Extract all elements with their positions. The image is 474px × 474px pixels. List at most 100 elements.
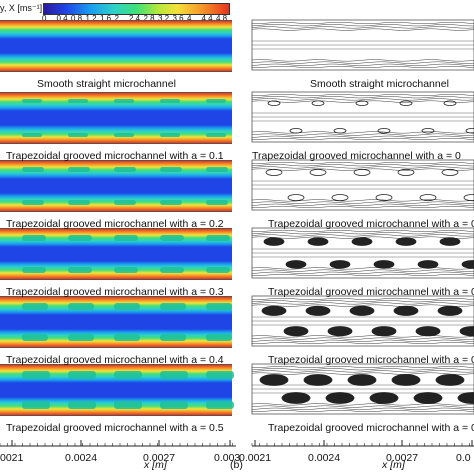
groove-mark xyxy=(22,267,46,273)
vortex-mark xyxy=(371,326,397,337)
vortex-mark xyxy=(351,237,373,246)
colorbar-tick-label: 2 xyxy=(114,14,119,23)
colorbar-tick-label: 4.8 xyxy=(216,14,228,23)
vortex-mark xyxy=(373,260,395,269)
vortex-mark xyxy=(457,392,474,404)
vortex-mark xyxy=(443,100,457,106)
groove-mark xyxy=(206,371,234,379)
vortex-mark xyxy=(435,374,465,386)
groove-mark xyxy=(206,200,228,205)
groove-mark xyxy=(114,133,134,137)
vortex-mark xyxy=(377,128,391,134)
left-axis-tick-label: 0.0024 xyxy=(65,452,98,464)
colorbar-tick-label: 4 xyxy=(187,14,192,23)
right-panel-streamlines: Smooth straight microchannel Trapezoidal … xyxy=(240,0,474,474)
vortex-mark xyxy=(263,237,285,246)
groove-mark xyxy=(114,371,142,379)
groove-mark xyxy=(22,303,48,310)
groove-mark xyxy=(114,235,138,241)
groove-mark xyxy=(22,371,50,379)
groove-mark xyxy=(160,303,186,310)
groove-mark xyxy=(160,401,188,409)
colorbar-tick-label: 4.4 xyxy=(201,14,213,23)
groove-mark xyxy=(160,99,180,103)
groove-mark xyxy=(160,334,186,341)
groove-mark xyxy=(114,200,136,205)
vortex-mark xyxy=(311,100,325,106)
groove-mark xyxy=(160,133,180,137)
vortex-mark xyxy=(439,237,461,246)
vortex-mark xyxy=(417,260,439,269)
right-axis-tick-label: 0.0021 xyxy=(239,452,272,464)
vortex-mark xyxy=(399,100,413,106)
colorbar-tick-label: 0 xyxy=(42,14,47,23)
groove-mark xyxy=(114,267,138,273)
vortex-mark xyxy=(265,168,283,176)
vortex-mark xyxy=(331,194,349,202)
vortex-mark xyxy=(463,194,474,202)
groove-mark xyxy=(22,334,48,341)
vortex-mark xyxy=(459,326,474,337)
vortex-mark xyxy=(285,260,307,269)
vortex-mark xyxy=(415,326,441,337)
groove-mark xyxy=(22,133,42,137)
vortex-mark xyxy=(347,374,377,386)
left-caption: Trapezoidal grooved microchannel with a … xyxy=(6,422,224,434)
groove-mark xyxy=(68,200,90,205)
vortex-mark xyxy=(325,392,355,404)
vortex-mark xyxy=(267,100,281,106)
vortex-mark xyxy=(465,128,474,134)
velocity-contour-channel xyxy=(0,228,232,280)
streamline-channel xyxy=(251,19,474,71)
groove-mark xyxy=(22,235,46,241)
groove-mark xyxy=(114,334,140,341)
left-caption: Trapezoidal grooved microchannel with a … xyxy=(6,218,224,230)
groove-mark xyxy=(206,133,226,137)
vortex-mark xyxy=(307,237,329,246)
vortex-mark xyxy=(261,305,287,316)
panel-b-label: (b) xyxy=(230,459,243,471)
groove-mark xyxy=(68,371,96,379)
vortex-mark xyxy=(283,326,309,337)
x-axis-label-right: x [m] xyxy=(382,459,405,471)
x-axis-label-left: x [m] xyxy=(144,459,167,471)
vortex-mark xyxy=(391,374,421,386)
right-caption: Trapezoidal grooved microchannel with a … xyxy=(252,150,461,162)
vortex-mark xyxy=(303,374,333,386)
colorbar-tick-label: 2.8 xyxy=(143,14,155,23)
groove-mark xyxy=(68,334,94,341)
colorbar: y, X [ms⁻¹] 0 0.4 0.8 1.2 1.6 2 2.4 2.8 3.2 3.6 4 4… xyxy=(0,0,474,30)
vortex-mark xyxy=(287,194,305,202)
vortex-mark xyxy=(441,168,459,176)
right-axis-tick-label: 0.0024 xyxy=(308,452,341,464)
streamline-plots xyxy=(251,19,474,415)
vortex-mark xyxy=(393,305,419,316)
right-caption: Trapezoidal grooved microchannel with a … xyxy=(268,218,474,230)
vortex-mark xyxy=(397,168,415,176)
left-axis-tick-label: 0021 xyxy=(0,452,24,464)
colorbar-gradient xyxy=(43,3,230,15)
groove-mark xyxy=(160,235,184,241)
groove-mark xyxy=(22,167,44,172)
colorbar-tick-label: 3.2 xyxy=(158,14,170,23)
groove-mark xyxy=(114,167,136,172)
groove-mark xyxy=(22,401,50,409)
vortex-mark xyxy=(375,194,393,202)
groove-mark xyxy=(68,133,88,137)
groove-mark xyxy=(68,401,96,409)
groove-mark xyxy=(114,303,140,310)
vortex-mark xyxy=(369,392,399,404)
colorbar-tick-label: 0.8 xyxy=(71,14,83,23)
left-axis-tick-label: 0.003 xyxy=(214,452,241,464)
velocity-contour-channel xyxy=(0,364,234,416)
groove-mark xyxy=(206,303,232,310)
groove-mark xyxy=(68,303,94,310)
groove-mark xyxy=(68,167,90,172)
right-caption: Smooth straight microchannel xyxy=(310,78,449,90)
vortex-mark xyxy=(289,128,303,134)
vortex-mark xyxy=(327,326,353,337)
vortex-mark xyxy=(413,392,443,404)
colorbar-tick-label: 1.2 xyxy=(85,14,97,23)
velocity-contour-channel xyxy=(0,92,232,144)
colorbar-tick-label: 0.4 xyxy=(56,14,68,23)
